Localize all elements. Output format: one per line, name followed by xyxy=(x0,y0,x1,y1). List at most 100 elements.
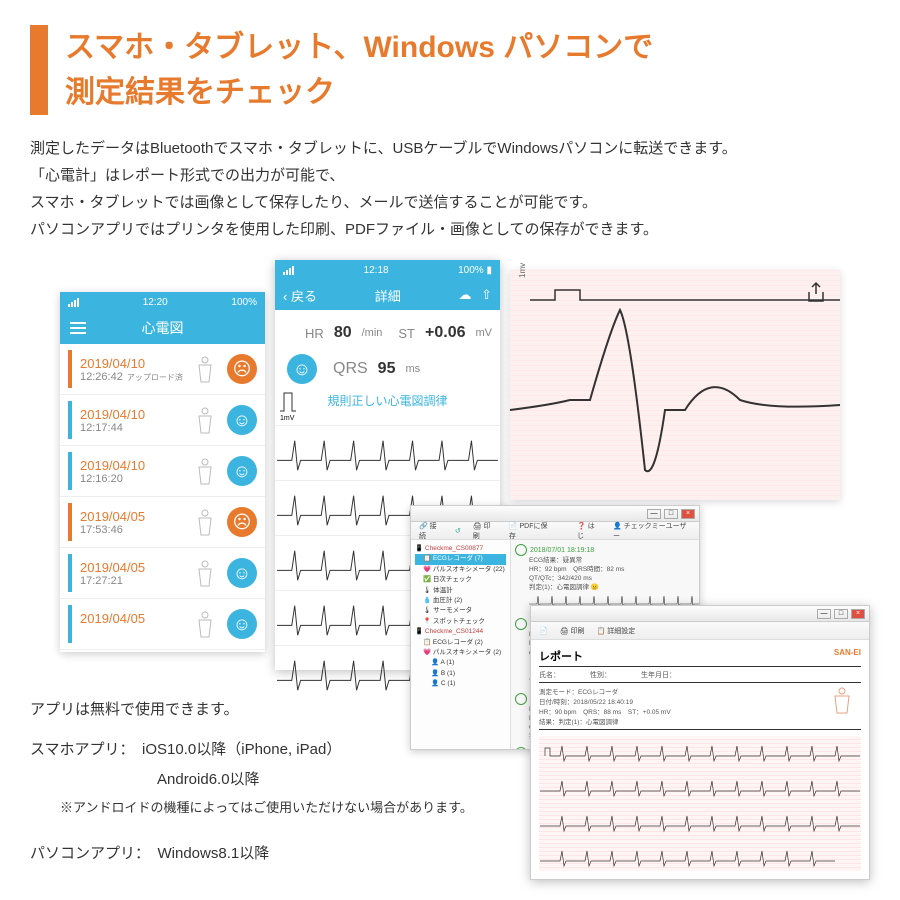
body-icon xyxy=(193,354,217,384)
record-time xyxy=(80,626,193,638)
status-bar-strip xyxy=(68,401,72,439)
printout-scale: 1mv xyxy=(518,263,527,278)
sad-face-icon: ☹ xyxy=(227,354,257,384)
status-time: 12:20 xyxy=(143,297,168,308)
android-req: Android6.0以降 xyxy=(157,765,473,795)
record-time: 17:53:46 xyxy=(80,524,193,536)
brand-logo: SAN-EI xyxy=(834,648,861,664)
st-value: +0.06 xyxy=(425,324,465,342)
record-time: 12:26:42アップロード済 xyxy=(80,371,193,383)
record-item[interactable]: 2019/04/10 12:17:44 ☺ xyxy=(60,395,265,446)
signal-icon xyxy=(68,298,79,307)
status-battery: 100% xyxy=(458,265,484,276)
back-button[interactable]: ‹ 戻る xyxy=(283,286,317,305)
sad-face-icon: ☹ xyxy=(227,507,257,537)
toolbar-settings[interactable]: 📋 詳細設定 xyxy=(597,626,636,636)
toolbar-pdf[interactable]: 📄 PDFに保存 xyxy=(509,521,553,541)
report-info: 測定モード：ECGレコーダ 日付/時刻：2018/05/22 18:40:19 … xyxy=(539,683,861,730)
status-bar-strip xyxy=(68,503,72,541)
title-line1: スマホ・タブレット、Windows パソコンで xyxy=(65,31,653,64)
description: 測定したデータはBluetoothでスマホ・タブレットに、USBケーブルでWin… xyxy=(30,135,737,243)
phone-list-screenshot: 12:20 100% 心電図 2019/04/10 12:26:42アップロード… xyxy=(60,292,265,652)
desc-line: スマホ・タブレットでは画像として保存したり、メールで送信することが可能です。 xyxy=(30,189,737,216)
toolbar-print[interactable]: 🖨 印刷 xyxy=(473,521,497,541)
record-block[interactable]: 2018/07/01 18:19:18 ECG結果：疑異常 HR：92 bpm … xyxy=(515,544,695,612)
title-line2: 測定結果をチェック xyxy=(65,76,335,109)
record-item[interactable]: 2019/04/05 17:53:46 ☹ xyxy=(60,497,265,548)
record-date: 2019/04/05 xyxy=(80,611,193,626)
header-actions: ☁ ⇧ xyxy=(458,287,492,303)
metrics-panel: HR 80/min ST +0.06mV ☺ QRS 95ms 規則正しい心電図… xyxy=(275,310,500,417)
status-bar: 12:20 100% xyxy=(60,292,265,312)
toolbar: 📄 🖨 印刷 📋 詳細設定 xyxy=(531,622,869,640)
record-item[interactable]: 2019/04/10 12:26:42アップロード済 ☹ xyxy=(60,344,265,395)
bottom-info: アプリは無料で使用できます。 スマホアプリ： iOS10.0以降（iPhone,… xyxy=(30,695,473,869)
record-time: 12:16:20 xyxy=(80,473,193,485)
toolbar-user[interactable]: 👤 チェックミーユーザー xyxy=(613,521,691,541)
toolbar: 🔗 接続 ↺ 🖨 印刷 📄 PDFに保存 ❓ はじ 👤 チェックミーユーザー xyxy=(411,522,699,540)
body-icon xyxy=(193,507,217,537)
status-bar-strip xyxy=(68,554,72,592)
scale-marker: 1mV xyxy=(280,391,296,422)
close-button[interactable]: × xyxy=(681,509,695,519)
desc-line: 「心電計」はレポート形式での出力が可能で、 xyxy=(30,162,737,189)
happy-face-icon: ☺ xyxy=(227,405,257,435)
hr-value: 80 xyxy=(334,324,352,342)
minimize-button[interactable]: — xyxy=(647,509,661,519)
desc-line: 測定したデータはBluetoothでスマホ・タブレットに、USBケーブルでWin… xyxy=(30,135,737,162)
body-icon xyxy=(193,609,217,639)
record-time: 17:27:21 xyxy=(80,575,193,587)
status-time: 12:18 xyxy=(364,265,389,276)
happy-face-icon: ☺ xyxy=(227,456,257,486)
status-bar-strip xyxy=(68,452,72,490)
toolbar-help[interactable]: ❓ はじ xyxy=(577,521,601,541)
record-date: 2019/04/10 xyxy=(80,356,193,371)
record-date: 2019/04/05 xyxy=(80,509,193,524)
share-icon[interactable] xyxy=(804,280,828,304)
cloud-icon[interactable]: ☁ xyxy=(458,287,471,302)
report-ecg-grid xyxy=(539,736,861,871)
maximize-button[interactable]: □ xyxy=(664,509,678,519)
minimize-button[interactable]: — xyxy=(817,609,831,619)
body-outline-icon xyxy=(827,685,857,715)
record-list: 2019/04/10 12:26:42アップロード済 ☹ 2019/04/10 … xyxy=(60,344,265,650)
st-label: ST xyxy=(398,326,415,341)
status-bar: 12:18 100% ▮ xyxy=(275,260,500,280)
happy-face-icon: ☺ xyxy=(227,558,257,588)
toolbar-print[interactable]: 🖨 印刷 xyxy=(560,626,585,636)
record-time: 12:17:44 xyxy=(80,422,193,434)
device-tree[interactable]: 📱 Checkme_CS00877 📋 ECGレコーダ (7) 💗 パルスオキシ… xyxy=(411,540,511,749)
header-title: 心電図 xyxy=(142,318,184,338)
signal-icon xyxy=(283,266,294,275)
menu-icon[interactable] xyxy=(70,322,86,334)
record-timestamp: 2018/07/01 18:19:18 xyxy=(515,544,695,556)
qrs-label: QRS xyxy=(333,360,368,378)
pc-app-req: パソコンアプリ： Windows8.1以降 xyxy=(30,839,473,869)
body-icon xyxy=(193,456,217,486)
status-battery: 100% xyxy=(231,297,257,308)
share-icon[interactable]: ⇧ xyxy=(481,287,492,302)
close-button[interactable]: × xyxy=(851,609,865,619)
status-bar-strip xyxy=(68,605,72,643)
record-item[interactable]: 2019/04/05 ☺ xyxy=(60,599,265,650)
windows-app-report: — □ × 📄 🖨 印刷 📋 詳細設定 レポート SAN-EI 氏名： 性別： … xyxy=(530,605,870,880)
body-icon xyxy=(193,558,217,588)
detail-header: ‹ 戻る 詳細 ☁ ⇧ xyxy=(275,280,500,310)
ecg-wave xyxy=(275,426,500,480)
tree-item-selected: 📋 ECGレコーダ (7) xyxy=(415,554,506,564)
maximize-button[interactable]: □ xyxy=(834,609,848,619)
phone-app-req: スマホアプリ： iOS10.0以降（iPhone, iPad） xyxy=(30,735,473,765)
happy-face-icon: ☺ xyxy=(227,609,257,639)
record-item[interactable]: 2019/04/05 17:27:21 ☺ xyxy=(60,548,265,599)
accent-bar xyxy=(30,25,48,115)
record-date: 2019/04/10 xyxy=(80,458,193,473)
android-note: ※アンドロイドの機種によってはご使用いただけない場合があります。 xyxy=(60,795,473,821)
window-titlebar: — □ × xyxy=(531,606,869,622)
page-title: スマホ・タブレット、Windows パソコンで 測定結果をチェック xyxy=(65,25,653,115)
app-header: 心電図 xyxy=(60,312,265,344)
record-date: 2019/04/05 xyxy=(80,560,193,575)
status-bar-strip xyxy=(68,350,72,388)
qrs-value: 95 xyxy=(378,360,396,378)
record-item[interactable]: 2019/04/10 12:16:20 ☺ xyxy=(60,446,265,497)
toolbar-connect[interactable]: 🔗 接続 xyxy=(419,521,443,541)
